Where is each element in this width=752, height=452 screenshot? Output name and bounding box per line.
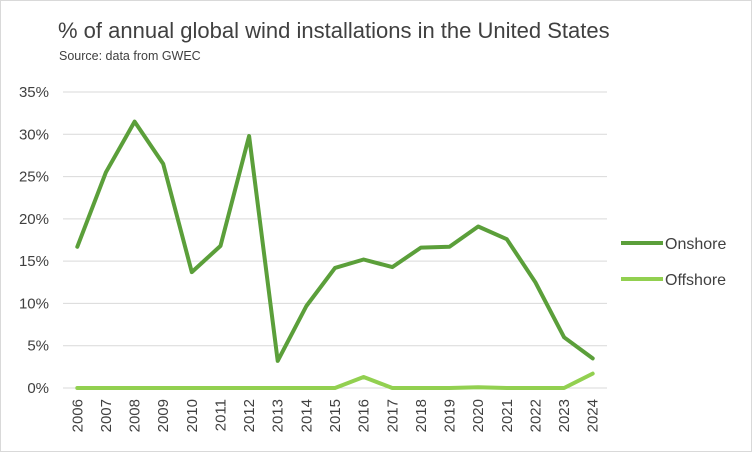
x-tick-label: 2020: [470, 399, 487, 432]
x-tick-label: 2024: [585, 399, 602, 432]
y-tick-label: 15%: [19, 253, 49, 270]
x-tick-label: 2013: [270, 399, 287, 432]
y-tick-label: 25%: [19, 169, 49, 186]
x-tick-label: 2022: [527, 399, 544, 432]
x-tick-label: 2006: [69, 399, 86, 432]
chart-subtitle: Source: data from GWEC: [59, 49, 201, 63]
x-tick-label: 2021: [499, 399, 516, 432]
x-tick-label: 2023: [556, 399, 573, 432]
x-tick-label: 2018: [413, 399, 430, 432]
legend-label-onshore: Onshore: [665, 236, 726, 253]
x-tick-label: 2010: [184, 399, 201, 432]
x-tick-label: 2012: [241, 399, 258, 432]
x-tick-label: 2009: [155, 399, 172, 432]
series-line-offshore: [75, 371, 595, 390]
y-tick-label: 10%: [19, 295, 49, 312]
series-line-onshore: [75, 119, 595, 363]
legend-label-offshore: Offshore: [665, 272, 726, 289]
x-tick-label: 2017: [384, 399, 401, 432]
x-tick-label: 2008: [127, 399, 144, 432]
y-tick-label: 0%: [27, 380, 49, 397]
x-tick-label: 2019: [442, 399, 459, 432]
y-tick-label: 30%: [19, 126, 49, 143]
x-tick-label: 2014: [298, 399, 315, 432]
chart-title: % of annual global wind installations in…: [58, 18, 610, 43]
x-tick-label: 2007: [98, 399, 115, 432]
x-tick-label: 2016: [356, 399, 373, 432]
y-tick-label: 5%: [27, 338, 49, 355]
x-tick-label: 2011: [212, 399, 229, 431]
x-tick-label: 2015: [327, 399, 344, 432]
y-tick-label: 20%: [19, 211, 49, 228]
y-tick-label: 35%: [19, 84, 49, 101]
